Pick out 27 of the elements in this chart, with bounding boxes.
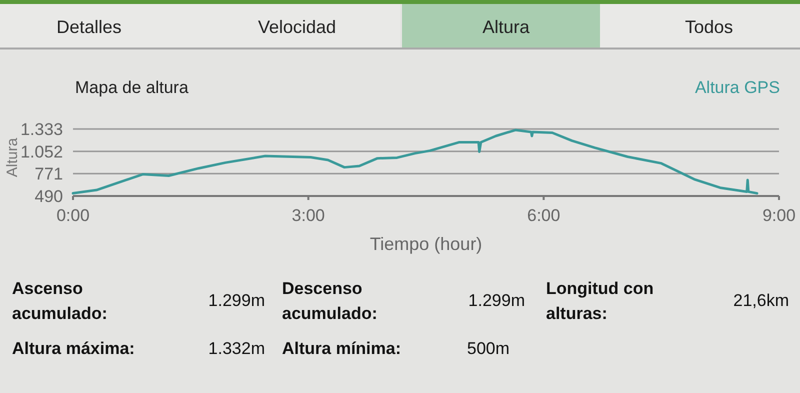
text: Altura máxima: bbox=[12, 339, 135, 358]
text: Todos bbox=[684, 17, 734, 37]
x-tick-label: 6:00 bbox=[527, 206, 560, 225]
text: Altura bbox=[482, 17, 530, 37]
chart-title: Mapa de altura bbox=[75, 78, 189, 97]
line-series bbox=[72, 128, 758, 195]
x-tick-label: 3:00 bbox=[292, 206, 325, 225]
text: Altura GPS bbox=[694, 78, 780, 97]
y-tick-label: 771 bbox=[34, 164, 63, 184]
x-axis-title: Tiempo (hour) bbox=[370, 234, 482, 254]
text: 1.299m bbox=[208, 291, 265, 310]
x-tick-label: 9:00 bbox=[762, 206, 796, 225]
text: Descenso acumulado: bbox=[282, 279, 378, 323]
text: Longitud con alturas: bbox=[546, 279, 654, 323]
text: 21,6km bbox=[733, 291, 789, 310]
text: Velocidad bbox=[258, 17, 336, 37]
text: 1.332m bbox=[208, 339, 265, 358]
text: Altura mínima: bbox=[282, 339, 402, 358]
text: 500m bbox=[467, 339, 510, 358]
text: Ascenso acumulado: bbox=[12, 279, 108, 323]
x-tick-label: 0:00 bbox=[56, 206, 90, 225]
text: 1.299m bbox=[468, 291, 525, 310]
y-tick-label: 1.333 bbox=[20, 120, 63, 139]
y-tick-label: 1.052 bbox=[20, 142, 63, 162]
y-axis-title: Altura bbox=[4, 137, 21, 178]
text: Detalles bbox=[56, 17, 122, 37]
y-tick-label: 490 bbox=[34, 187, 63, 206]
